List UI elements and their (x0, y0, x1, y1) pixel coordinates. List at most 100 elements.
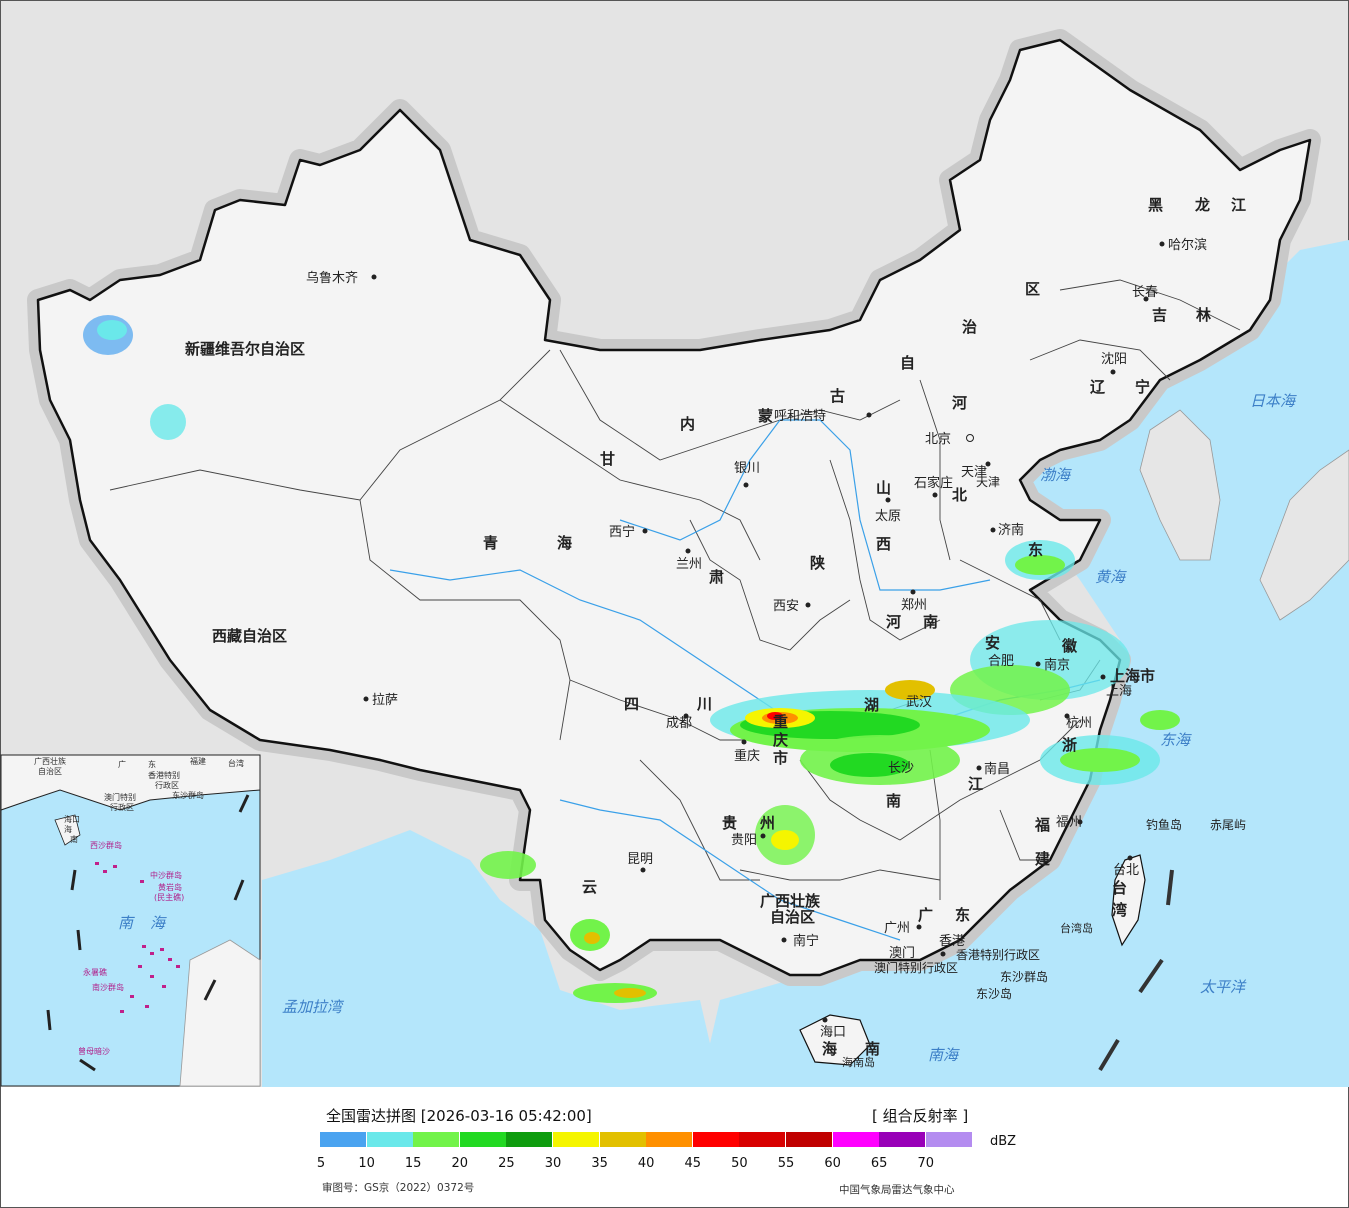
label-guang: 广 (918, 906, 933, 924)
label-su-jiangsu: 徽 (1061, 637, 1078, 655)
label-yun: 云 (582, 878, 597, 896)
label-guangxi: 广西壮族 (760, 892, 821, 910)
product-name: [ 组合反射率 ] (872, 1107, 969, 1125)
inset-xisha: 西沙群岛 (90, 840, 122, 850)
label-dongsha-island: 东沙岛 (976, 986, 1012, 1001)
radar-map[interactable]: 新疆维吾尔自治区 西藏自治区 青 海 甘 肃 内 蒙 古 自 治 区 黑 龙 江… (0, 0, 1349, 1087)
province-boundaries (109, 279, 1241, 900)
legend-tick: 20 (451, 1156, 469, 1171)
sea-bay-of-bengal (262, 830, 720, 1087)
city-changsha: 长沙 (888, 761, 914, 776)
label-si: 四 (624, 695, 639, 713)
label-hainan: 海 (822, 1040, 837, 1058)
label-hu-hubei: 湖 (864, 696, 879, 714)
label-taiwan-island: 台湾岛 (1060, 921, 1093, 935)
hainan-island (799, 1014, 871, 1066)
china-land (36, 38, 1312, 977)
label-zhou-guizhou: 州 (759, 814, 775, 832)
inset-hk-region: 行政区 (155, 780, 179, 790)
legend-swatch (879, 1132, 926, 1147)
legend-tick: 5 (316, 1156, 326, 1171)
inset-minzhu: (民主礁) (154, 892, 184, 902)
label-guangxi-region: 自治区 (770, 908, 815, 926)
legend-tick: 15 (404, 1156, 422, 1171)
label-dong-shandong: 东 (1028, 541, 1043, 559)
city-hefei: 合肥 (988, 654, 1014, 669)
city-chengdu: 成都 (666, 716, 692, 731)
label-chuan: 川 (696, 695, 712, 713)
label-he-hebei: 河 (952, 394, 967, 412)
legend-tick: 40 (637, 1156, 655, 1171)
inset-dongsha: 东沙群岛 (172, 790, 204, 800)
legend-swatch (599, 1132, 646, 1147)
label-shi-chongqing: 市 (773, 749, 788, 767)
label-gan: 甘 (600, 450, 615, 468)
inset-macau: 澳门特别 (104, 792, 136, 802)
legend-swatch (832, 1132, 879, 1147)
label-qu: 区 (1025, 280, 1040, 298)
legend-tick: 35 (591, 1156, 608, 1171)
city-shanghai: 上海 (1106, 684, 1132, 699)
label-shan-shanxi: 山 (876, 479, 891, 497)
legend-panel (0, 1087, 1349, 1208)
label-meng: 蒙 (758, 407, 773, 425)
city-guiyang: 贵阳 (731, 833, 757, 848)
label-nan-hainan: 南 (865, 1040, 880, 1058)
label-chiwei: 赤尾屿 (1210, 818, 1246, 832)
legend-swatch (786, 1132, 832, 1147)
label-su-gansu: 肃 (709, 568, 724, 586)
label-jiang-jiangxi: 江 (968, 775, 983, 793)
city-tianjin: 天津 (961, 465, 987, 480)
legend-tick: 65 (870, 1156, 888, 1171)
legend-tick: 10 (358, 1156, 375, 1171)
sea-bohai: 渤海 (1040, 466, 1072, 484)
city-changchun: 长春 (1132, 285, 1158, 300)
inset-taiwan: 台湾 (228, 758, 244, 768)
sea-east-china: 东海 (1160, 731, 1192, 749)
inset-sea-hai: 海 (150, 914, 167, 932)
city-taipei: 台北 (1113, 863, 1139, 878)
city-zhengzhou: 郑州 (901, 598, 927, 613)
legend-swatch (692, 1132, 739, 1147)
label-hainan-island: 海南岛 (842, 1055, 875, 1069)
label-qing-chongqing: 庆 (773, 731, 788, 749)
inset-haikou: 海口 (64, 814, 80, 824)
city-wuhan: 武汉 (906, 695, 932, 710)
inset-nan: 南 (70, 834, 78, 844)
label-he-henan: 河 (886, 613, 901, 631)
city-markers (363, 241, 1165, 1023)
legend-tick: 50 (731, 1156, 748, 1171)
label-wan: 湾 (1112, 901, 1127, 919)
legend-tick: 70 (917, 1156, 935, 1171)
label-tai: 台 (1112, 879, 1127, 897)
korea-japan-land (1139, 409, 1349, 621)
label-shanghai: 上海市 (1110, 667, 1155, 685)
inset-hk: 香港特别 (148, 770, 180, 780)
label-jian: 建 (1035, 850, 1051, 868)
legend-tick: 55 (777, 1156, 795, 1171)
city-kunming: 昆明 (627, 852, 653, 867)
legend-tick: 30 (544, 1156, 562, 1171)
city-lhasa: 拉萨 (372, 693, 398, 708)
label-zhe: 浙 (1062, 736, 1077, 754)
sea-japan: 日本海 (1250, 392, 1297, 410)
city-chongqing: 重庆 (734, 748, 760, 764)
legend-swatch (553, 1132, 599, 1147)
inset-zengmu: 曾母暗沙 (78, 1046, 110, 1056)
city-nanjing: 南京 (1044, 657, 1070, 673)
label-chong: 重 (773, 713, 788, 731)
city-taiyuan: 太原 (875, 509, 901, 524)
legend-swatch (646, 1132, 693, 1147)
inset-zhongsha: 中沙群岛 (150, 870, 182, 880)
city-macau: 澳门 (889, 945, 915, 961)
legend-swatch (739, 1132, 786, 1147)
city-haikou: 海口 (820, 1025, 846, 1040)
city-nanchang: 南昌 (984, 761, 1010, 777)
city-beijing: 北京 (925, 432, 951, 447)
city-nanning: 南宁 (793, 933, 819, 949)
radar-echoes (83, 315, 1180, 1003)
legend-swatch (413, 1132, 460, 1147)
city-hohhot: 呼和浩特 (774, 409, 826, 424)
inset-guang: 广 (118, 759, 126, 769)
agency-name: 中国气象局雷达气象中心 (839, 1184, 955, 1196)
